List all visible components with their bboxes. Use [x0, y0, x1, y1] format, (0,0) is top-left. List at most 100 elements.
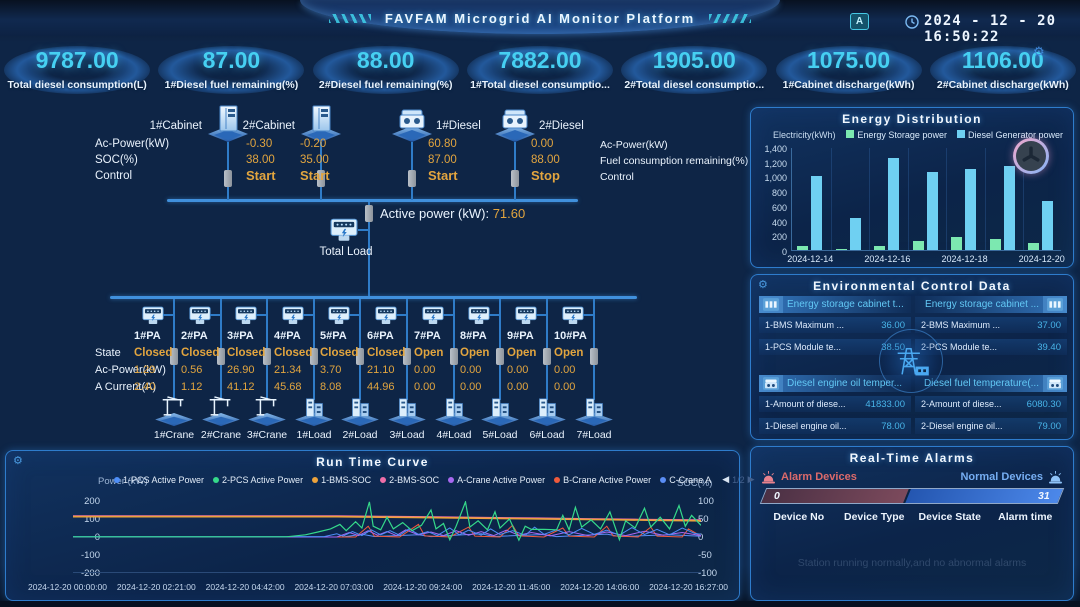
legend-swatch-green [846, 130, 855, 138]
y-tick-label: 200 [771, 232, 787, 243]
feeder-breaker-handle[interactable] [590, 348, 598, 365]
legend-item[interactable]: B-Crane Active Power [554, 475, 651, 485]
feeder-breaker-handle[interactable] [356, 348, 364, 365]
feeder-power-value: 0.56 [181, 364, 203, 376]
stat-diesel1-total-consumption: 7882.00 1#Total diesel consumptio... [463, 40, 617, 98]
env-data-row: 2-BMS Maximum ... 37.00 [915, 317, 1067, 333]
source-control-button[interactable]: Start [428, 168, 458, 183]
total-load-breaker-handle[interactable] [365, 205, 373, 222]
gear-icon[interactable]: ⚙ [1033, 44, 1045, 59]
feeder-meter-stub [163, 314, 173, 316]
x-tick-label: 2024-12-18 [941, 254, 988, 264]
right-axis-tick: -50 [698, 550, 712, 561]
source-breaker-handle[interactable] [224, 170, 232, 187]
feeder-state-value[interactable]: Open [460, 347, 490, 359]
right-axis-tick: 50 [698, 514, 709, 525]
feeder-name: 4#PA [274, 330, 301, 342]
legend-dot [312, 476, 319, 483]
legend-dot [448, 476, 455, 483]
legend-item[interactable]: 1-BMS-SOC [312, 475, 371, 485]
feeder-power-value: 3.70 [320, 364, 342, 376]
legend-prev-button[interactable]: ◀ [722, 474, 730, 484]
legend-item[interactable]: C-Crane A [660, 475, 711, 485]
source-breaker-handle[interactable] [511, 170, 519, 187]
y-tick-label: 600 [771, 202, 787, 213]
building-load-icon [386, 396, 428, 428]
language-ai-badge[interactable]: A [850, 13, 869, 30]
column-device-type: Device Type [843, 511, 905, 523]
feeder-breaker-handle[interactable] [263, 348, 271, 365]
topology-diagram: Ac-Power(kW) SOC(%) Control Ac-Power(kW)… [0, 98, 748, 448]
bar-energy-storage [874, 246, 886, 250]
stat-diesel2-fuel-remaining: 88.00 2#Diesel fuel remaining(%) [309, 40, 463, 98]
x-axis-timestamp: 2024-12-20 16:27:00 [649, 582, 728, 592]
ai-assistant-float-button[interactable] [1013, 138, 1049, 174]
run-time-curve-panel: ⚙ Run Time Curve Power (kW) SOC(%) 1-PCS… [5, 450, 755, 601]
feeder-state-value[interactable]: Closed [274, 347, 313, 359]
load-label: 7#Load [576, 429, 612, 441]
feeder-breaker-handle[interactable] [217, 348, 225, 365]
feeder-breaker-handle[interactable] [170, 348, 178, 365]
feeder-state-value[interactable]: Open [507, 347, 537, 359]
source-breaker-handle[interactable] [317, 170, 325, 187]
realtime-alarms-panel: Real-Time Alarms Alarm Devices Normal De… [750, 446, 1074, 601]
x-tick-label: 2024-12-14 [787, 254, 834, 264]
feeder-state-value[interactable]: Closed [227, 347, 266, 359]
legend-diesel-generator[interactable]: Diesel Generator power [956, 130, 1063, 140]
feeder-meter-icon [375, 306, 397, 325]
env-data-row: 2-Diesel engine oil... 79.00 [915, 418, 1067, 434]
stat-label: 1#Total diesel consumptio... [470, 79, 610, 91]
feeder-current-value: 44.96 [367, 381, 395, 393]
stat-label: 2#Total diesel consumptio... [624, 79, 765, 91]
legend-item[interactable]: 2-BMS-SOC [380, 475, 439, 485]
env-data-row: 1-Diesel engine oil... 78.00 [759, 418, 911, 434]
feeder-state-value[interactable]: Closed [134, 347, 173, 359]
feeder-state-value[interactable]: Closed [367, 347, 406, 359]
feeder-breaker-handle[interactable] [496, 348, 504, 365]
feeder-current-value: 0.00 [414, 381, 436, 393]
source-control-button[interactable]: Start [246, 168, 276, 183]
legend-dot [380, 476, 387, 483]
legend-dot [114, 476, 120, 483]
legend-item[interactable]: 1-PCS Active Power [114, 475, 204, 485]
feeder-state-value[interactable]: Open [554, 347, 584, 359]
feeder-current-value: 2.40 [134, 381, 156, 393]
alarm-siren-icon [761, 471, 776, 484]
bar-diesel-generator [811, 176, 822, 250]
stat-value: 87.00 [202, 47, 261, 73]
building-load-icon [479, 396, 521, 428]
feeder-state-value[interactable]: Closed [320, 347, 359, 359]
y-tick-label: 1,400 [764, 144, 787, 154]
legend-next-button[interactable]: ▶ [747, 474, 755, 484]
env-card-header: Diesel fuel temperature(... [915, 375, 1067, 392]
legend-energy-storage[interactable]: Energy Storage power [846, 130, 947, 140]
source-control-button[interactable]: Stop [531, 168, 560, 183]
feeder-breaker-handle[interactable] [403, 348, 411, 365]
load-label: 1#Crane [153, 429, 195, 441]
feeder-meter-stub [349, 314, 359, 316]
bar-energy-storage [1028, 242, 1040, 250]
alarm-table-header: Device No Device Type Device State Alarm… [761, 511, 1063, 523]
stat-label: Total diesel consumption(L) [7, 79, 147, 91]
feeder-state-value[interactable]: Open [414, 347, 444, 359]
column-alarm-time: Alarm time [998, 511, 1053, 523]
feeder-breaker-handle[interactable] [450, 348, 458, 365]
feeder-power-value: 0.00 [460, 364, 482, 376]
top-bus-bar [167, 199, 578, 202]
x-axis-timestamp: 2024-12-20 11:45:00 [472, 582, 551, 592]
feeder-state-value[interactable]: Closed [181, 347, 220, 359]
legend-item[interactable]: A-Crane Active Power [448, 475, 545, 485]
chart-gridline [869, 148, 871, 250]
source-control-button[interactable]: Start [300, 168, 330, 183]
legend-dot [660, 476, 667, 483]
legend-item[interactable]: 2-PCS Active Power [213, 475, 303, 485]
source-breaker-handle[interactable] [408, 170, 416, 187]
header-bar: FAVFAM Microgrid AI Monitor Platform A 2… [0, 0, 1080, 45]
feeder-breaker-handle[interactable] [310, 348, 318, 365]
feeder-breaker-handle[interactable] [543, 348, 551, 365]
feeder-current-value: 0.00 [554, 381, 576, 393]
title-chevrons-left [328, 14, 371, 23]
source-soc-value: 38.00 [246, 154, 275, 166]
feeder-meter-icon [235, 306, 257, 325]
load-label: 3#Crane [246, 429, 288, 441]
